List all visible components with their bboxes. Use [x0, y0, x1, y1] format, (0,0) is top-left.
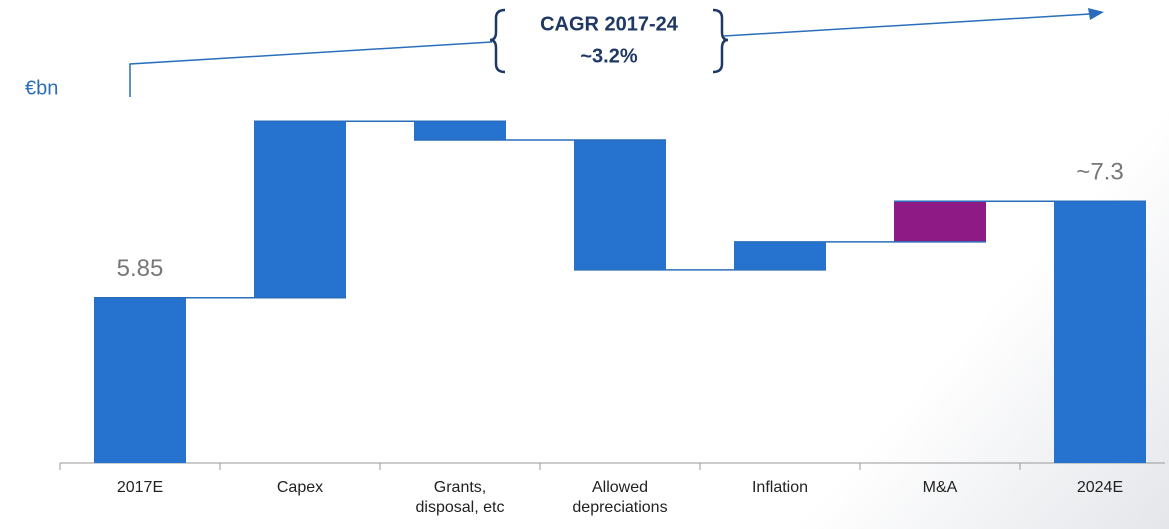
arrow-head: [1088, 8, 1104, 20]
bracket: [489, 8, 506, 74]
bar: [894, 201, 986, 242]
x-tick-label: M&A: [922, 479, 958, 496]
bar: [254, 121, 346, 298]
bracket: [712, 8, 729, 74]
bar: [574, 139, 666, 270]
annotation-title: CAGR 2017-24: [540, 13, 679, 35]
value-label: 5.85: [117, 255, 164, 282]
x-tick-label: 2017E: [116, 479, 164, 496]
annotation-value: ~3.2%: [580, 45, 637, 67]
x-tick-label: 2024E: [1076, 479, 1124, 496]
x-tick-label: Grants, disposal, etc: [415, 479, 505, 516]
bar: [414, 121, 506, 140]
value-label: ~7.3: [1076, 159, 1123, 186]
bar: [1054, 201, 1146, 463]
cagr-line: [129, 41, 493, 97]
x-tick-label: Capex: [276, 479, 324, 496]
bar: [734, 241, 826, 270]
x-tick-label: Inflation: [751, 479, 809, 496]
unit-label: €bn: [25, 77, 58, 99]
cagr-line: [723, 13, 1091, 37]
x-tick-label: Allowed depreciations: [572, 479, 668, 516]
bar: [94, 297, 186, 463]
